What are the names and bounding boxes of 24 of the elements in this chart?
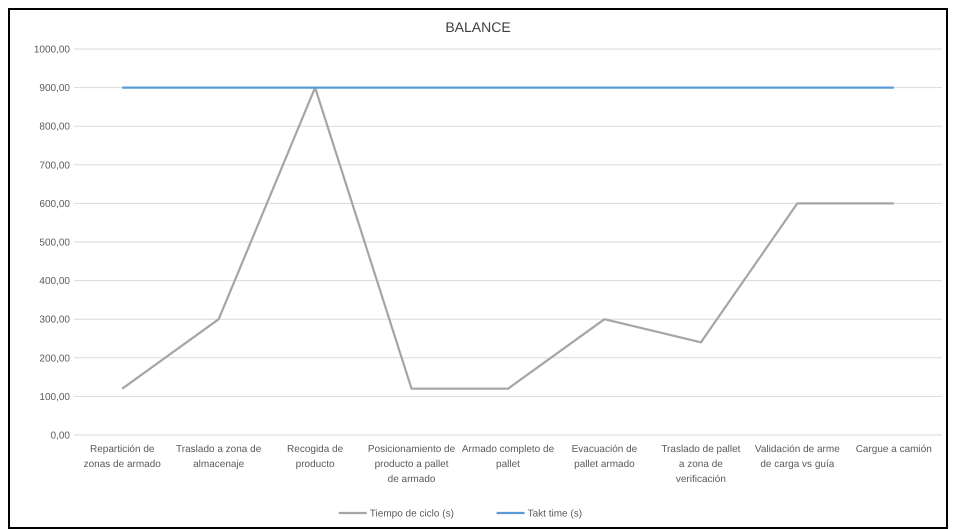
y-tick-label: 300,00 <box>39 314 70 326</box>
y-tick-label: 400,00 <box>39 276 70 288</box>
y-tick-label: 900,00 <box>39 83 70 94</box>
y-tick-label: 1000,00 <box>34 44 70 56</box>
y-tick-label: 0,00 <box>50 430 70 442</box>
y-tick-label: 600,00 <box>39 198 70 210</box>
y-tick-label: 700,00 <box>39 160 70 172</box>
x-tick-label: Evacuación de pallet armado <box>572 444 638 470</box>
line-series <box>121 86 895 390</box>
y-tick-label: 500,00 <box>39 238 70 248</box>
x-tick-label: Repartición de zonas de armado <box>84 444 162 470</box>
x-tick-label: Validación de arme de carga vs guía <box>754 444 840 470</box>
legend-label: Takt time (s) <box>528 508 582 520</box>
y-tick-label: 200,00 <box>39 353 70 364</box>
x-tick-label: Posicionamiento de producto a pallet de armado <box>368 444 456 485</box>
x-tick-label: Traslado a zona de almacenaje <box>176 444 262 470</box>
x-tick-label: Armado completo de pallet <box>462 444 555 470</box>
chart-title: BALANCE <box>445 19 511 35</box>
x-tick-label: Recogida de producto <box>287 444 344 470</box>
x-tick-label: Cargue a camión <box>856 444 932 455</box>
y-tick-label: 100,00 <box>39 392 70 403</box>
y-tick-label: 800,00 <box>39 122 70 133</box>
legend-label: Tiempo de ciclo (s) <box>370 508 454 520</box>
x-tick-label: Traslado de pallet a zona de verificación <box>661 444 741 485</box>
